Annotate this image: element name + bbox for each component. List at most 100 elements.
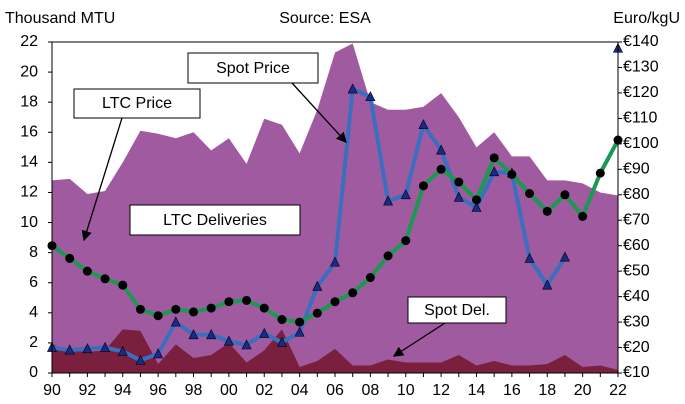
y-axis-label: Thousand MTU	[5, 10, 115, 27]
marker	[153, 348, 164, 359]
marker	[347, 83, 358, 94]
marker	[348, 288, 358, 298]
marker	[383, 251, 393, 261]
arrow	[291, 82, 347, 143]
marker	[400, 189, 411, 200]
marker	[472, 195, 481, 205]
x-tick-label: 04	[291, 382, 309, 399]
y-tick-label: 16	[20, 123, 38, 140]
marker	[206, 329, 217, 340]
marker	[560, 190, 570, 200]
marker	[454, 177, 464, 187]
y2-axis-label: Euro/kgU	[613, 10, 680, 27]
y-tick-label: 6	[29, 274, 38, 291]
marker	[118, 280, 128, 290]
marker	[436, 164, 446, 174]
y-tick-label: 10	[20, 214, 38, 231]
series-label: LTC Deliveries	[163, 212, 267, 229]
marker	[82, 266, 92, 276]
area	[52, 43, 618, 373]
label-box	[407, 296, 507, 324]
y-tick-label: 12	[20, 184, 38, 201]
marker	[330, 297, 340, 307]
y2-tick-label: €30	[623, 313, 650, 330]
series-label: Spot Price	[216, 60, 290, 77]
label-box	[187, 52, 319, 84]
y-tick-label: 2	[29, 334, 38, 351]
marker	[206, 303, 216, 313]
y2-tick-label: €110	[623, 110, 658, 127]
x-tick-label: 16	[503, 382, 521, 399]
marker	[171, 304, 181, 314]
marker	[383, 195, 394, 206]
y2-tick-label: €100	[623, 135, 659, 152]
x-tick-label: 98	[185, 382, 203, 399]
y-tick-label: 4	[29, 304, 38, 321]
marker	[542, 279, 553, 290]
marker	[294, 326, 305, 337]
marker	[100, 341, 111, 352]
x-tick-label: 08	[361, 382, 379, 399]
x-tick-label: 22	[609, 382, 627, 399]
marker	[401, 236, 411, 246]
y-tick-label: 18	[20, 93, 38, 110]
y2-tick-label: €50	[623, 262, 650, 279]
x-tick-label: 96	[149, 382, 167, 399]
y2-tick-label: €20	[623, 339, 650, 356]
marker	[507, 169, 517, 179]
marker	[242, 295, 252, 305]
x-tick-label: 92	[78, 382, 96, 399]
x-tick-label: 06	[326, 382, 344, 399]
marker	[170, 316, 181, 327]
marker	[365, 91, 376, 102]
marker	[188, 329, 199, 340]
x-tick-label: 14	[468, 382, 486, 399]
x-tick-label: 18	[538, 382, 556, 399]
x-tick-label: 94	[114, 382, 132, 399]
y2-tick-label: €60	[623, 237, 650, 254]
y2-tick-label: €120	[623, 84, 659, 101]
marker	[135, 354, 146, 365]
y-tick-label: 8	[29, 244, 38, 261]
marker	[65, 253, 75, 263]
area	[52, 329, 618, 373]
y-tick-label: 14	[20, 154, 38, 171]
y2-tick-label: €80	[623, 186, 650, 203]
marker	[241, 339, 252, 350]
marker	[578, 211, 588, 221]
y2-tick-label: €140	[623, 33, 659, 50]
marker	[453, 191, 464, 202]
marker	[524, 252, 535, 263]
y-tick-label: 22	[20, 33, 38, 50]
y2-tick-label: €130	[623, 59, 659, 76]
marker	[365, 273, 375, 283]
marker	[153, 311, 163, 321]
marker	[436, 144, 447, 155]
marker	[64, 344, 75, 355]
marker	[100, 274, 110, 284]
label-box	[73, 88, 201, 119]
marker	[295, 317, 305, 327]
y2-tick-label: €40	[623, 288, 650, 305]
y-tick-label: 0	[29, 364, 38, 381]
marker	[489, 153, 499, 163]
arrow	[81, 117, 123, 242]
marker	[471, 201, 482, 212]
marker	[135, 304, 145, 314]
y2-tick-label: €90	[623, 161, 650, 178]
marks	[48, 43, 623, 373]
marker	[312, 280, 323, 291]
marker	[82, 343, 93, 354]
marker	[559, 251, 570, 262]
marker	[489, 166, 500, 177]
marker	[542, 206, 552, 216]
x-tick-label: 02	[255, 382, 273, 399]
marker	[224, 297, 234, 307]
marker	[595, 168, 605, 178]
marker	[223, 335, 234, 346]
marker	[276, 336, 287, 347]
marker	[189, 307, 198, 317]
y2-tick-label: €70	[623, 211, 650, 228]
annotations: Spot Price LTC Price LTC Deliveries Spot…	[73, 52, 507, 357]
